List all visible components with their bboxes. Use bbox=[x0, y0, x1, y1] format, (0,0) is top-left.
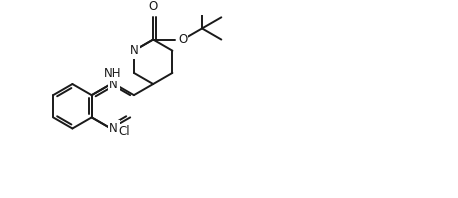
Text: N: N bbox=[130, 44, 138, 57]
Text: O: O bbox=[178, 33, 187, 46]
Text: N: N bbox=[109, 122, 118, 135]
Text: NH: NH bbox=[104, 67, 121, 80]
Text: N: N bbox=[109, 78, 118, 90]
Text: O: O bbox=[148, 0, 158, 13]
Text: Cl: Cl bbox=[118, 125, 130, 138]
